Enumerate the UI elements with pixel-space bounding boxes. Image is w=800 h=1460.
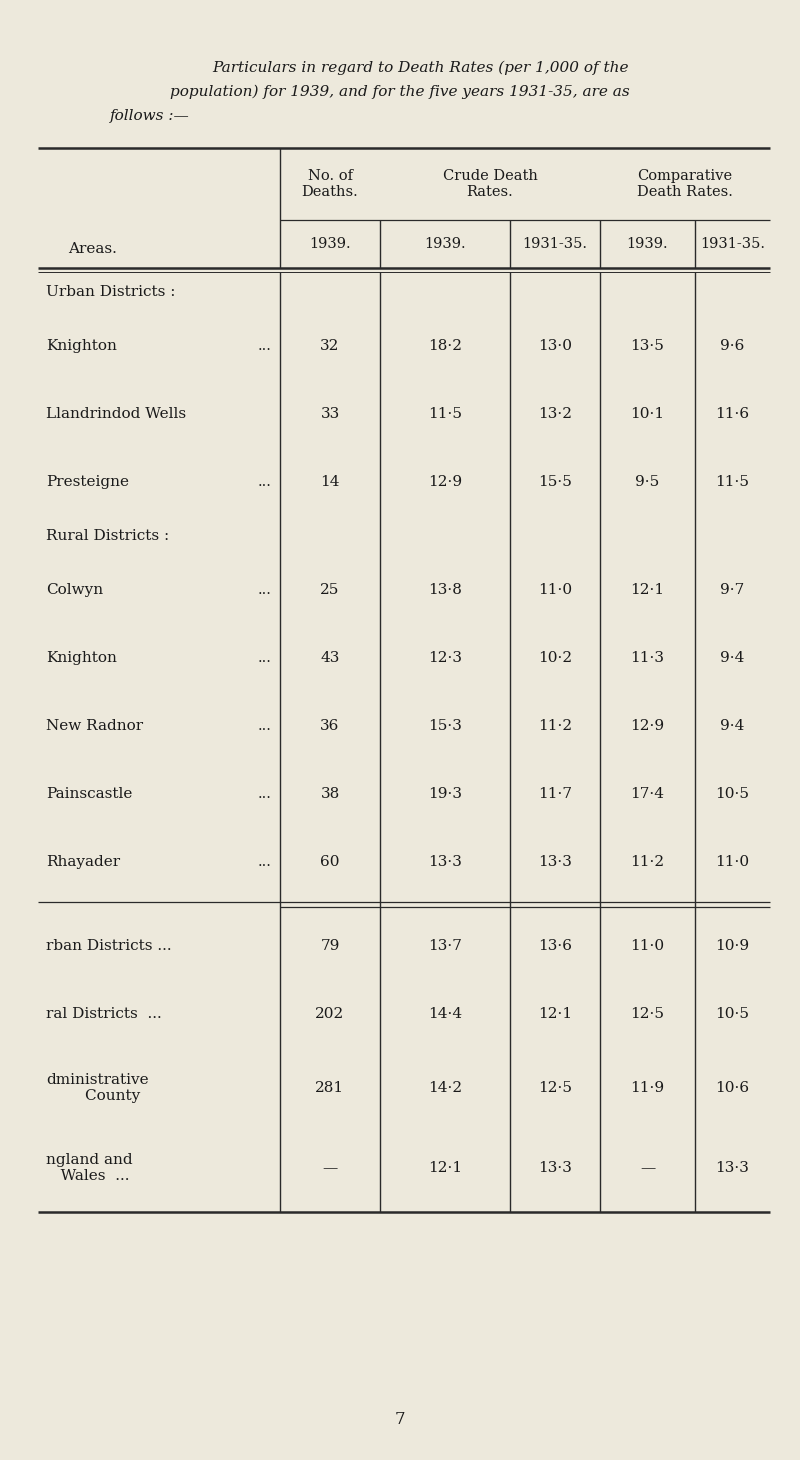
Text: 13·3: 13·3 — [428, 856, 462, 869]
Text: 11·2: 11·2 — [538, 718, 572, 733]
Text: dministrative
        County: dministrative County — [46, 1073, 149, 1104]
Text: 12·5: 12·5 — [630, 1007, 665, 1021]
Text: 10·9: 10·9 — [715, 939, 750, 953]
Text: 11·2: 11·2 — [630, 856, 665, 869]
Text: 9·5: 9·5 — [635, 474, 660, 489]
Text: 13·0: 13·0 — [538, 339, 572, 353]
Text: 17·4: 17·4 — [630, 787, 665, 802]
Text: 1939.: 1939. — [309, 237, 351, 251]
Text: 1939.: 1939. — [424, 237, 466, 251]
Text: 9·4: 9·4 — [720, 651, 745, 664]
Text: 13·6: 13·6 — [538, 939, 572, 953]
Text: ...: ... — [258, 583, 272, 597]
Text: 10·2: 10·2 — [538, 651, 572, 664]
Text: ...: ... — [258, 339, 272, 353]
Text: Presteigne: Presteigne — [46, 474, 129, 489]
Text: 11·7: 11·7 — [538, 787, 572, 802]
Text: Painscastle: Painscastle — [46, 787, 132, 802]
Text: Knighton: Knighton — [46, 651, 117, 664]
Text: 38: 38 — [320, 787, 340, 802]
Text: 11·9: 11·9 — [630, 1080, 665, 1095]
Text: 10·6: 10·6 — [715, 1080, 750, 1095]
Text: 14·2: 14·2 — [428, 1080, 462, 1095]
Text: Urban Districts :: Urban Districts : — [46, 285, 175, 299]
Text: 11·6: 11·6 — [715, 407, 750, 420]
Text: Areas.: Areas. — [68, 242, 117, 255]
Text: 10·5: 10·5 — [715, 1007, 750, 1021]
Text: 202: 202 — [315, 1007, 345, 1021]
Text: 11·0: 11·0 — [538, 583, 572, 597]
Text: 36: 36 — [320, 718, 340, 733]
Text: ...: ... — [258, 474, 272, 489]
Text: 12·9: 12·9 — [428, 474, 462, 489]
Text: 10·1: 10·1 — [630, 407, 665, 420]
Text: follows :—: follows :— — [110, 110, 190, 123]
Text: 13·3: 13·3 — [538, 1161, 572, 1175]
Text: ...: ... — [258, 787, 272, 802]
Text: 79: 79 — [320, 939, 340, 953]
Text: 12·3: 12·3 — [428, 651, 462, 664]
Text: New Radnor: New Radnor — [46, 718, 143, 733]
Text: No. of
Deaths.: No. of Deaths. — [302, 169, 358, 199]
Text: 13·3: 13·3 — [715, 1161, 750, 1175]
Text: Knighton: Knighton — [46, 339, 117, 353]
Text: 9·4: 9·4 — [720, 718, 745, 733]
Text: —: — — [640, 1161, 655, 1175]
Text: 1931-35.: 1931-35. — [522, 237, 587, 251]
Text: 1931-35.: 1931-35. — [700, 237, 765, 251]
Text: 13·8: 13·8 — [428, 583, 462, 597]
Text: —: — — [322, 1161, 338, 1175]
Text: 9·6: 9·6 — [720, 339, 745, 353]
Text: 1939.: 1939. — [626, 237, 668, 251]
Text: 11·0: 11·0 — [715, 856, 750, 869]
Text: 43: 43 — [320, 651, 340, 664]
Text: population) for 1939, and for the five years 1931-35, are as: population) for 1939, and for the five y… — [170, 85, 630, 99]
Text: 25: 25 — [320, 583, 340, 597]
Text: 60: 60 — [320, 856, 340, 869]
Text: 12·9: 12·9 — [630, 718, 665, 733]
Text: ral Districts  ...: ral Districts ... — [46, 1007, 162, 1021]
Text: 12·1: 12·1 — [538, 1007, 572, 1021]
Text: 32: 32 — [320, 339, 340, 353]
Text: rban Districts ...: rban Districts ... — [46, 939, 172, 953]
Text: ...: ... — [258, 718, 272, 733]
Text: 13·2: 13·2 — [538, 407, 572, 420]
Text: 11·3: 11·3 — [630, 651, 665, 664]
Text: ngland and
   Wales  ...: ngland and Wales ... — [46, 1153, 133, 1183]
Text: 14: 14 — [320, 474, 340, 489]
Text: Colwyn: Colwyn — [46, 583, 103, 597]
Text: 15·5: 15·5 — [538, 474, 572, 489]
Text: 33: 33 — [320, 407, 340, 420]
Text: Llandrindod Wells: Llandrindod Wells — [46, 407, 186, 420]
Text: 13·7: 13·7 — [428, 939, 462, 953]
Text: Particulars in regard to Death Rates (per 1,000 of the: Particulars in regard to Death Rates (pe… — [212, 61, 628, 76]
Text: 18·2: 18·2 — [428, 339, 462, 353]
Text: 11·0: 11·0 — [630, 939, 665, 953]
Text: ...: ... — [258, 856, 272, 869]
Text: 13·3: 13·3 — [538, 856, 572, 869]
Text: 12·1: 12·1 — [630, 583, 665, 597]
Text: 12·5: 12·5 — [538, 1080, 572, 1095]
Text: 11·5: 11·5 — [715, 474, 750, 489]
Text: 10·5: 10·5 — [715, 787, 750, 802]
Text: 11·5: 11·5 — [428, 407, 462, 420]
Text: 281: 281 — [315, 1080, 345, 1095]
Text: 13·5: 13·5 — [630, 339, 665, 353]
Text: 12·1: 12·1 — [428, 1161, 462, 1175]
Text: Rural Districts :: Rural Districts : — [46, 529, 170, 543]
Text: 9·7: 9·7 — [720, 583, 745, 597]
Text: Crude Death
Rates.: Crude Death Rates. — [442, 169, 538, 199]
Text: 15·3: 15·3 — [428, 718, 462, 733]
Text: Comparative
Death Rates.: Comparative Death Rates. — [637, 169, 733, 199]
Text: ...: ... — [258, 651, 272, 664]
Text: 14·4: 14·4 — [428, 1007, 462, 1021]
Text: 7: 7 — [394, 1412, 406, 1428]
Text: 19·3: 19·3 — [428, 787, 462, 802]
Text: Rhayader: Rhayader — [46, 856, 120, 869]
